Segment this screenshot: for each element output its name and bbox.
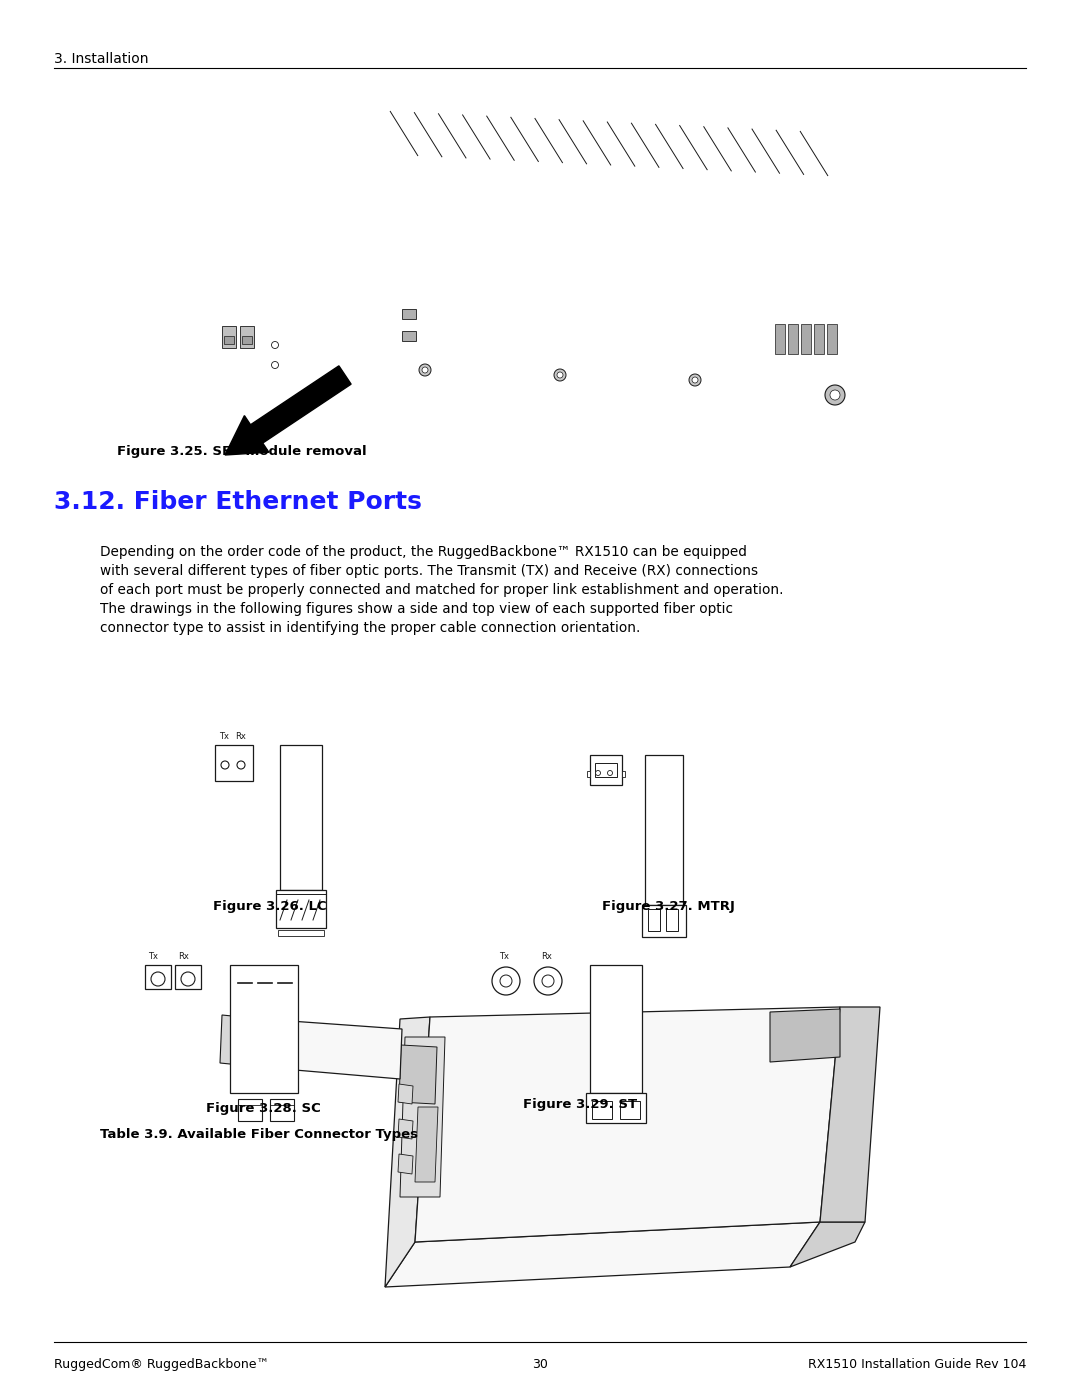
Circle shape (419, 365, 431, 376)
Text: Table 3.9. Available Fiber Connector Types: Table 3.9. Available Fiber Connector Typ… (100, 1127, 418, 1141)
Text: Tx: Tx (219, 732, 229, 740)
Polygon shape (789, 1222, 865, 1267)
Circle shape (492, 967, 519, 995)
Bar (175, 965, 201, 989)
Text: Depending on the order code of the product, the RuggedBackbone™ RX1510 can be eq: Depending on the order code of the produ… (100, 545, 747, 559)
Circle shape (181, 972, 195, 986)
Bar (788, 324, 798, 353)
Circle shape (689, 374, 701, 386)
Circle shape (825, 386, 845, 405)
Circle shape (554, 369, 566, 381)
Text: RuggedCom® RuggedBackbone™: RuggedCom® RuggedBackbone™ (54, 1358, 269, 1370)
Bar (224, 337, 234, 344)
Bar (238, 1099, 262, 1120)
Bar (814, 324, 824, 353)
Circle shape (595, 771, 600, 775)
Polygon shape (820, 1007, 880, 1222)
Polygon shape (415, 1106, 438, 1182)
Bar (402, 331, 416, 341)
Text: Figure 3.29. ST: Figure 3.29. ST (523, 1098, 637, 1111)
Text: The drawings in the following figures show a side and top view of each supported: The drawings in the following figures sh… (100, 602, 733, 616)
Bar (222, 326, 237, 348)
Bar (242, 337, 252, 344)
Polygon shape (220, 1016, 262, 1067)
Circle shape (831, 390, 840, 400)
Text: 3.12. Fiber Ethernet Ports: 3.12. Fiber Ethernet Ports (54, 490, 422, 514)
Bar (622, 771, 625, 777)
Circle shape (151, 972, 165, 986)
Bar (215, 745, 253, 781)
Text: 3. Installation: 3. Installation (54, 52, 149, 66)
Polygon shape (399, 1119, 413, 1139)
Bar (588, 771, 590, 777)
Bar (145, 965, 171, 989)
Bar (620, 1101, 640, 1119)
Polygon shape (258, 1017, 266, 1069)
Polygon shape (399, 1154, 413, 1173)
Bar (586, 1092, 646, 1123)
Polygon shape (399, 1084, 413, 1104)
Bar (276, 890, 326, 928)
Bar (642, 905, 686, 937)
Circle shape (422, 367, 428, 373)
Bar (595, 763, 617, 777)
Bar (590, 965, 642, 1092)
Bar (645, 754, 683, 905)
Text: 30: 30 (532, 1358, 548, 1370)
Circle shape (500, 975, 512, 988)
FancyArrow shape (225, 366, 351, 455)
Text: Rx: Rx (235, 732, 246, 740)
Text: Rx: Rx (178, 951, 189, 961)
Polygon shape (415, 1007, 840, 1242)
Text: Tx: Tx (148, 951, 158, 961)
Bar (666, 909, 678, 930)
Bar (827, 324, 837, 353)
Polygon shape (384, 1222, 820, 1287)
Text: with several different types of fiber optic ports. The Transmit (TX) and Receive: with several different types of fiber op… (100, 564, 758, 578)
Bar (801, 324, 811, 353)
Polygon shape (384, 1017, 430, 1287)
Polygon shape (260, 1018, 402, 1078)
Bar (278, 930, 324, 936)
Circle shape (271, 341, 279, 348)
Bar (270, 1099, 294, 1120)
Text: Tx: Tx (499, 951, 509, 961)
Polygon shape (770, 1009, 840, 1062)
Bar (648, 909, 660, 930)
Text: of each port must be properly connected and matched for proper link establishmen: of each port must be properly connected … (100, 583, 783, 597)
Circle shape (607, 771, 612, 775)
Polygon shape (400, 1037, 445, 1197)
Circle shape (542, 975, 554, 988)
Text: Figure 3.25. SFP module removal: Figure 3.25. SFP module removal (117, 446, 366, 458)
Text: Figure 3.28. SC: Figure 3.28. SC (205, 1102, 321, 1115)
Circle shape (221, 761, 229, 768)
Text: connector type to assist in identifying the proper cable connection orientation.: connector type to assist in identifying … (100, 622, 640, 636)
Bar (240, 326, 254, 348)
Bar (592, 1101, 612, 1119)
Text: RX1510 Installation Guide Rev 104: RX1510 Installation Guide Rev 104 (808, 1358, 1026, 1370)
Bar (280, 745, 322, 890)
Circle shape (271, 362, 279, 369)
Text: Figure 3.26. LC: Figure 3.26. LC (213, 900, 327, 914)
Circle shape (237, 761, 245, 768)
Circle shape (692, 377, 698, 383)
Circle shape (534, 967, 562, 995)
Bar (590, 754, 622, 785)
Circle shape (557, 372, 563, 379)
Bar (402, 309, 416, 319)
Bar (230, 965, 298, 1092)
Polygon shape (399, 1045, 437, 1104)
Text: Rx: Rx (541, 951, 552, 961)
Bar (775, 324, 785, 353)
Text: Figure 3.27. MTRJ: Figure 3.27. MTRJ (602, 900, 734, 914)
